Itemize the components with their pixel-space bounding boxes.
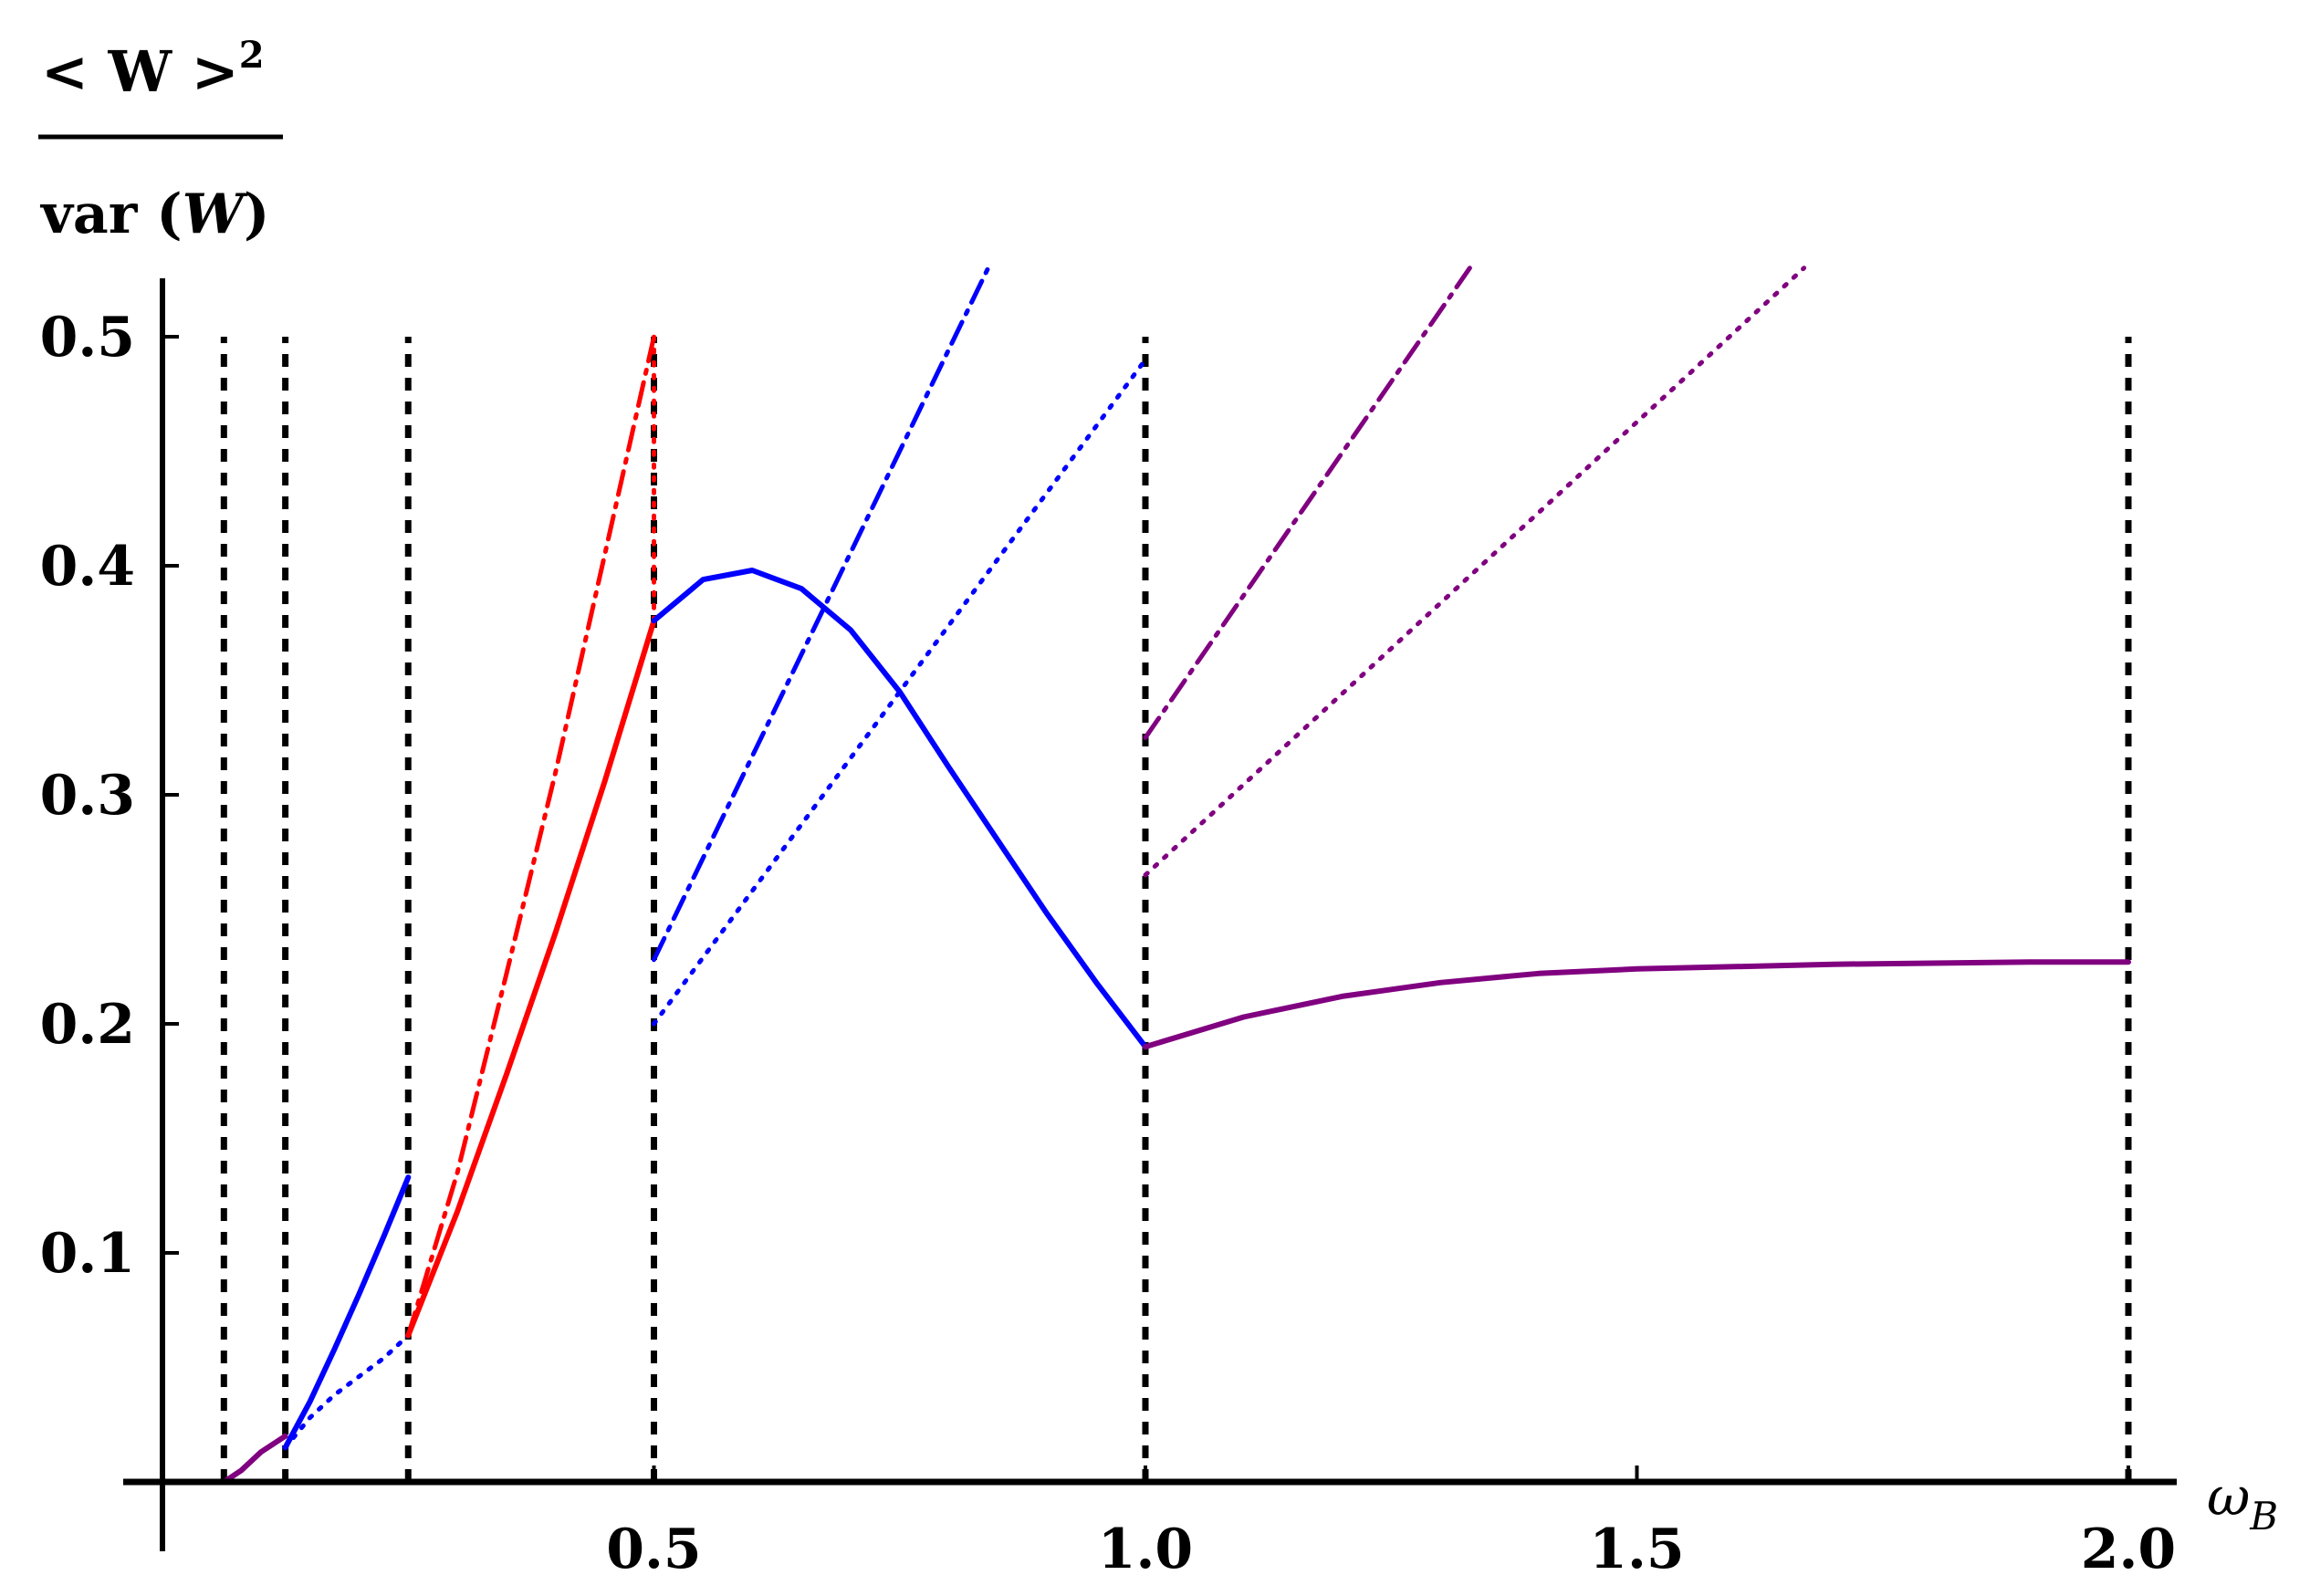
series-line-3 [283,1332,411,1450]
series-line-11 [1143,266,1472,740]
y-axis-label: < W >2 var (W) [38,34,283,246]
y-label-denominator-suffix: ) [244,183,269,246]
svg-text:< W >2: < W >2 [41,34,265,105]
y-tick-label: 0.3 [40,764,135,828]
series-line-8 [652,266,991,963]
x-axis-label: ωB [2207,1466,2278,1539]
x-label-main: ω [2207,1466,2250,1528]
x-tick-label: 1.0 [1098,1518,1193,1581]
data-series [221,266,2131,1485]
series-line-10 [1143,959,2131,1050]
svg-text:var (W): var (W) [39,183,269,246]
y-tick-label: 0.2 [40,993,135,1057]
series-line-1 [221,1433,288,1485]
y-tick-label: 0.4 [40,535,135,599]
series-line-12 [1143,266,1807,878]
y-label-denominator-prefix: var ( [39,183,183,246]
y-label-numerator-sup: 2 [239,34,265,77]
series-line-4 [405,618,657,1339]
x-tick-labels: 0.5 1.0 1.5 2.0 [606,1466,2176,1581]
y-tick-label: 0.5 [40,306,135,370]
x-label-sub: B [2249,1494,2278,1539]
y-label-numerator: < W > [41,38,239,105]
y-tick-label: 0.1 [40,1222,135,1286]
y-label-denominator-var: W [183,183,249,246]
series-line-5 [405,334,656,1338]
vertical-reference-lines [220,337,2132,1482]
x-tick-label: 0.5 [606,1518,701,1581]
series-line-9 [652,357,1148,1027]
y-tick-labels: 0.1 0.2 0.3 0.4 0.5 [40,306,179,1286]
series-line-2 [282,1174,412,1451]
x-tick-label: 1.5 [1589,1518,1684,1581]
x-tick-label: 2.0 [2081,1518,2176,1581]
axes [123,278,2177,1551]
